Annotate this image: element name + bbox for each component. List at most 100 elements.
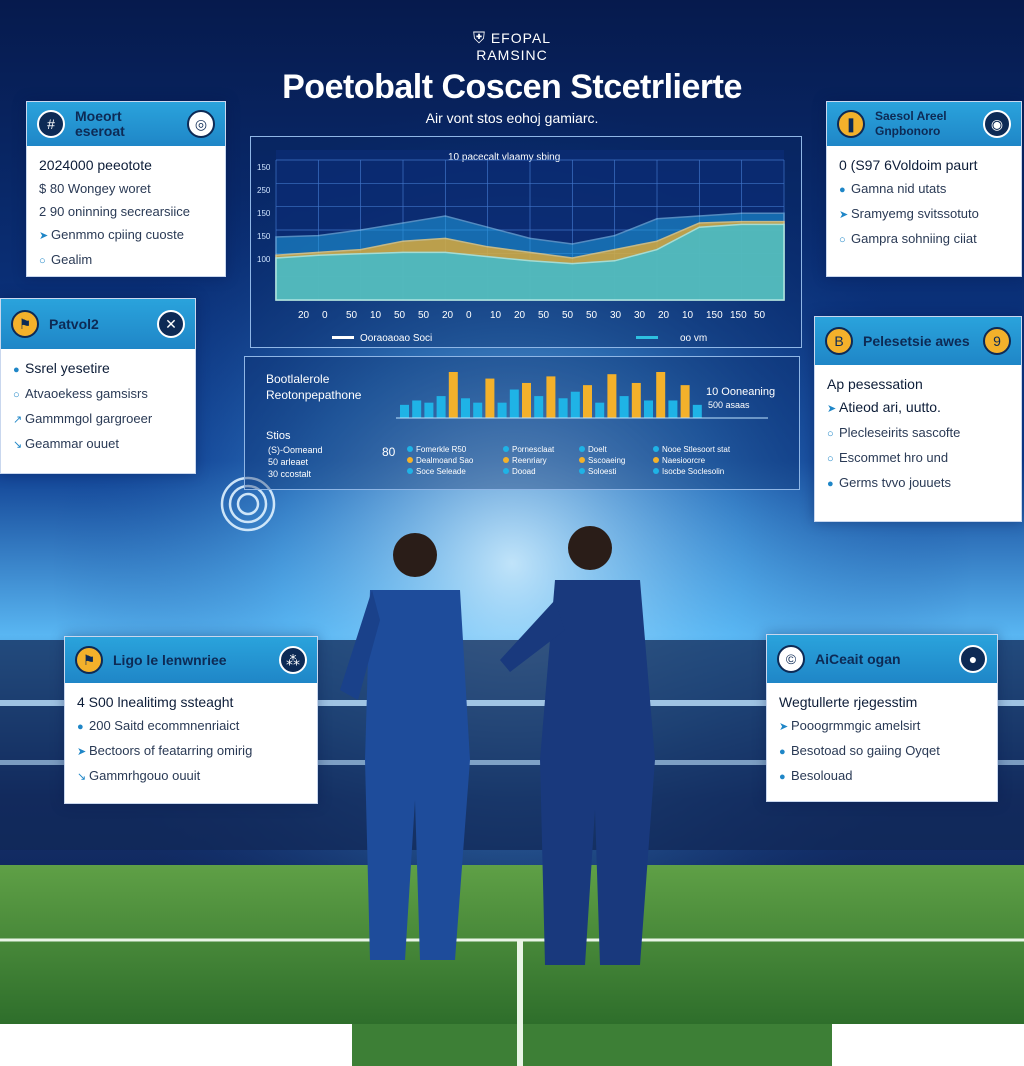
panel-mid-right-line-5: Germs tvvo jouuets — [839, 475, 951, 490]
x-tick-label: 10 — [490, 310, 502, 321]
arrow-icon: ↘ — [13, 439, 23, 451]
page-subtitle: Air vont stos eohoj gamiarc. — [425, 110, 599, 126]
legend-dot — [653, 468, 659, 474]
x-tick-label: 50 — [418, 310, 430, 321]
panel-top-left-title-2: eseroat — [75, 123, 125, 139]
bullet-icon: ○ — [39, 255, 46, 267]
panel-bottom-left-header: ⚑ Ligo le lenwnriee ⁂ — [65, 637, 317, 683]
stats-a: (S)-Oomeand — [268, 445, 323, 455]
mid-chart-title-1: Bootlalerole — [266, 372, 330, 386]
panel-mid-right-header: B Pelesetsie awes 9 — [815, 317, 1021, 365]
panel-bottom-right: © AiCeait ogan ● Wegtullerte rjegesstim … — [766, 634, 998, 802]
bullet-icon: ○ — [839, 234, 846, 246]
copyright-icon: © — [777, 645, 805, 673]
panel-mid-right-line-2: Atieod ari, uutto. — [839, 399, 941, 415]
stats-c: 30 ccostalt — [268, 469, 312, 479]
legend-dot — [407, 457, 413, 463]
panel-top-right: ❚ Saesol Areel Gnpbonoro ◉ 0 (S97 6Voldoi… — [826, 101, 1022, 277]
panel-mid-left: ⚑ Patvol2 ✕ ● Ssrel yesetire ○ Atvaoekess … — [0, 298, 196, 474]
bullet-icon: ● — [77, 721, 84, 733]
panel-bottom-left-line-1: 4 S00 lnealitimg ssteaght — [77, 694, 234, 710]
panel-top-left: # Moeort eseroat ◎ 2024000 peeotote $ 80 … — [26, 101, 226, 277]
x-tick-label: 50 — [346, 310, 358, 321]
page-title: Poetobalt Coscen Stcetrlierte — [282, 68, 742, 106]
person-right-illustration — [500, 526, 655, 965]
panel-mid-left-title: Patvol2 — [49, 315, 99, 332]
bullet-icon: ● — [839, 184, 846, 196]
legend-entry: Sscoaeing — [588, 456, 625, 465]
arrow-icon: ➤ — [77, 746, 87, 758]
bar — [509, 389, 519, 418]
legend-entry: Naesioorcre — [662, 456, 706, 465]
panel-bottom-left-line-4: Gammrhgouo ouuit — [89, 768, 201, 783]
x-tick-label: 150 — [706, 310, 723, 321]
panel-bottom-right-line-2: Pooogrmmgic amelsirt — [791, 718, 921, 733]
x-tick-label: 150 — [730, 310, 747, 321]
shield-icon: ⛨ — [472, 30, 486, 47]
mid-side-label-1: 10 Ooneaning — [706, 386, 776, 398]
bar — [656, 372, 666, 418]
legend-entry: Nooe Stlesoort stat — [662, 445, 731, 454]
panel-mid-right: B Pelesetsie awes 9 Ap pesessation ➤ Atie… — [814, 316, 1022, 522]
panel-top-left-line-2: $ 80 Wongey woret — [39, 181, 151, 196]
bar — [546, 376, 556, 418]
bar — [595, 402, 605, 418]
bar — [619, 396, 629, 418]
x-tick-label: 30 — [634, 310, 646, 321]
flag-icon: ⚑ — [75, 646, 103, 674]
panel-bottom-right-line-3: Besotoad so gaiing Oyqet — [791, 743, 940, 758]
ball-icon: ● — [959, 645, 987, 673]
legend-dot — [503, 468, 509, 474]
panel-top-right-line-2: Gamna nid utats — [851, 181, 947, 196]
arrow-icon: ➤ — [839, 209, 849, 221]
legend-entry: Soloesti — [588, 467, 617, 476]
brand-line-1: EFOPAL — [490, 30, 552, 46]
area-series-3 — [275, 223, 785, 301]
arrow-icon: ↘ — [77, 771, 87, 783]
panel-bottom-left-line-2: 200 Saitd ecommnenriaict — [89, 718, 240, 733]
panel-mid-right-line-4: Escommet hro und — [839, 450, 949, 465]
bar — [412, 400, 422, 418]
panel-top-right-line-1: 0 (S97 6Voldoim paurt — [839, 157, 978, 173]
brand-line-2: RAMSINC — [476, 47, 548, 63]
panel-mid-left-line-4: Geammar ouuet — [25, 436, 119, 451]
flag-icon: ⚑ — [11, 310, 39, 338]
x-tick-label: 20 — [514, 310, 526, 321]
brand-logo: ⛨ EFOPAL RAMSINC — [0, 30, 1024, 64]
x-tick-label: 50 — [586, 310, 598, 321]
y-tick-label: 150 — [257, 232, 271, 241]
x-tick-label: 50 — [562, 310, 574, 321]
legend-dot — [579, 457, 585, 463]
bar — [485, 378, 495, 418]
bullet-icon: ○ — [13, 389, 20, 401]
bar — [692, 404, 702, 418]
legend-dot — [579, 468, 585, 474]
bar — [473, 402, 483, 418]
stats-value: 80 — [382, 445, 396, 459]
legend-dot — [653, 457, 659, 463]
tools-icon: ✕ — [157, 310, 185, 338]
panel-top-left-line-5: Gealim — [51, 252, 93, 267]
legend-dot — [653, 446, 659, 452]
panel-mid-left-line-2: Atvaoekess gamsisrs — [25, 386, 148, 401]
y-tick-label: 100 — [257, 255, 271, 264]
stadium-icon: ◎ — [187, 110, 215, 138]
x-tick-label: 50 — [394, 310, 406, 321]
legend-entry: Soce Seleade — [416, 467, 466, 476]
x-tick-label: 20 — [442, 310, 454, 321]
trophy-icon: ❚ — [837, 110, 865, 138]
panel-top-right-title-2: Gnpbonoro — [875, 124, 941, 138]
x-tick-label: 30 — [610, 310, 622, 321]
bar — [448, 372, 458, 418]
panel-mid-right-line-3: Plecleseirits sascofte — [839, 425, 961, 440]
bar — [558, 398, 568, 418]
panel-bottom-right-line-4: Besolouad — [791, 768, 853, 783]
bar — [668, 400, 678, 418]
arrow-icon: ➤ — [779, 721, 789, 733]
x-tick-label: 20 — [658, 310, 670, 321]
x-tick-label: 0 — [466, 310, 472, 321]
legend-entry: Doelt — [588, 445, 607, 454]
bar — [534, 396, 544, 418]
